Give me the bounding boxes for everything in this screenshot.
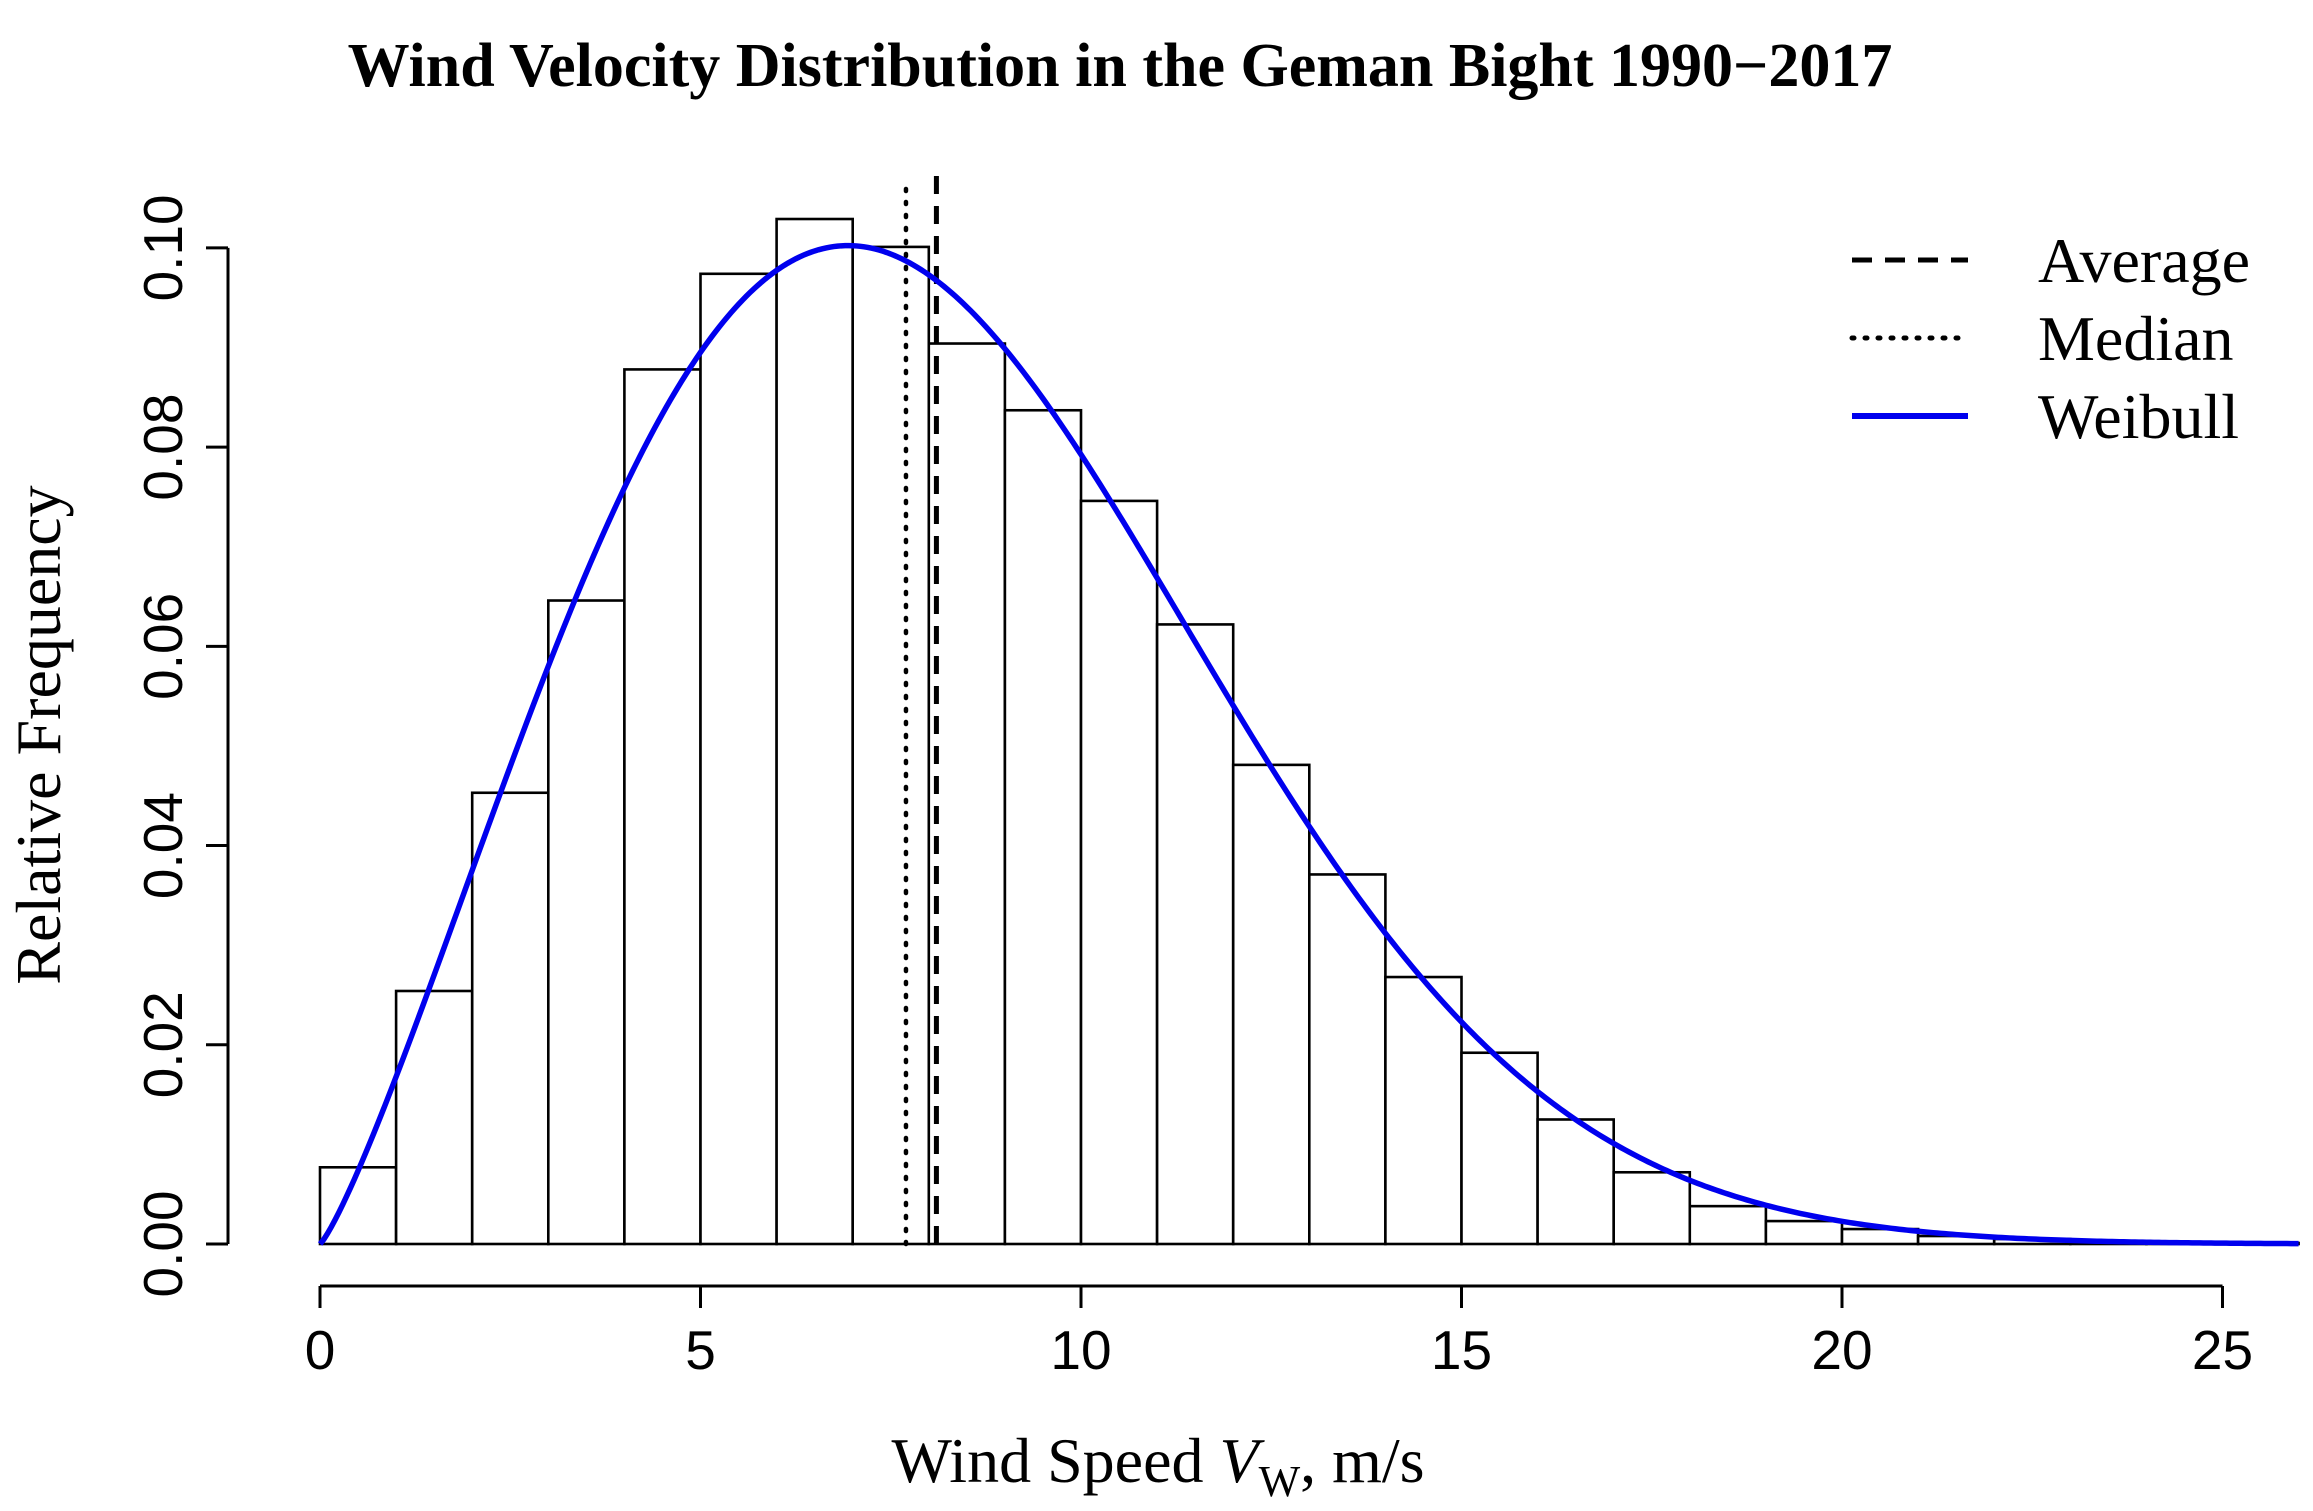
x-axis-label-suffix: , m/s [1300, 1425, 1424, 1496]
y-tick-label: 0.02 [132, 991, 194, 1098]
weibull-curve-group [317, 242, 2299, 1247]
axes: 0.00 0.02 0.04 0.06 0.08 0.10 0 5 10 15 20 25 [132, 194, 2253, 1381]
y-tick-label: 0.10 [132, 194, 194, 301]
histogram-bar [1231, 763, 1311, 1246]
y-tick-label: 0.08 [132, 394, 194, 501]
y-axis-label: Relative Frequency [3, 485, 74, 984]
y-tick-label: 0.00 [132, 1190, 194, 1297]
histogram-bar [1612, 1170, 1692, 1246]
x-tick-label: 5 [685, 1319, 716, 1381]
y-tick-label: 0.06 [132, 593, 194, 700]
legend-label-average: Average [2038, 225, 2250, 296]
histogram-bar [1536, 1118, 1615, 1246]
reference-lines [903, 175, 939, 1247]
histogram-bars [318, 217, 2300, 1246]
histogram-bar [1308, 873, 1387, 1246]
histogram-bar [318, 1166, 398, 1246]
x-tick-label: 20 [1811, 1319, 1872, 1381]
y-tick-label: 0.04 [132, 792, 194, 899]
x-axis-label-prefix: Wind Speed [891, 1425, 1219, 1496]
x-tick-label: 0 [305, 1319, 336, 1381]
x-tick-label: 15 [1431, 1319, 1492, 1381]
histogram-bar [851, 245, 931, 1246]
x-axis-label-subscript: W [1259, 1457, 1301, 1506]
histogram-bar [1155, 623, 1235, 1246]
x-tick-label: 10 [1050, 1319, 1111, 1381]
histogram-bar [1384, 975, 1463, 1246]
histogram-bar [1003, 408, 1083, 1246]
legend-label-median: Median [2038, 303, 2234, 374]
histogram-bar [1764, 1219, 1844, 1246]
histogram-bar [775, 217, 854, 1246]
legend-label-weibull: Weibull [2038, 381, 2239, 452]
histogram-bar [1079, 499, 1159, 1246]
histogram-bar [1688, 1204, 1768, 1246]
histogram-bar [623, 368, 702, 1246]
histogram-bar [699, 272, 778, 1246]
histogram-bar [470, 791, 550, 1246]
histogram-bar [394, 989, 474, 1246]
x-axis-label: Wind Speed VW, m/s [891, 1425, 1424, 1506]
x-axis-label-variable: V [1219, 1425, 1265, 1496]
histogram-bar [546, 599, 626, 1246]
chart-title: Wind Velocity Distribution in the Geman … [348, 32, 1893, 100]
weibull-curve [317, 242, 2299, 1247]
histogram-bar [927, 342, 1007, 1246]
x-tick-label: 25 [2192, 1319, 2253, 1381]
